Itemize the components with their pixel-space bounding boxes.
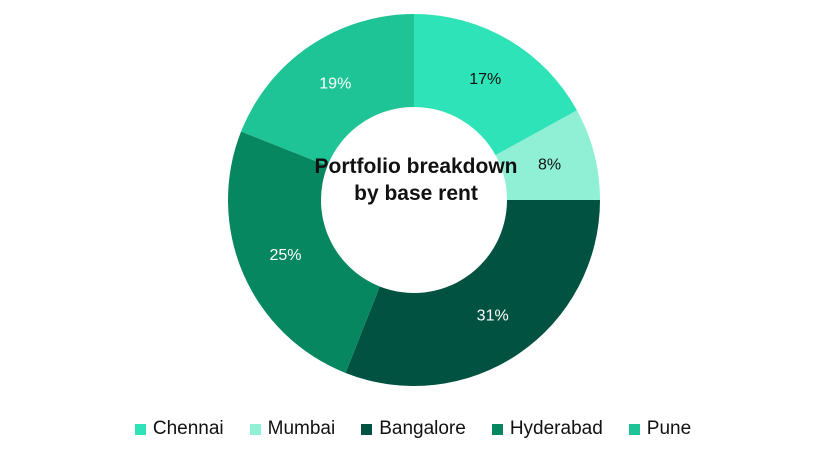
slice-label-bangalore: 31% [477, 307, 509, 324]
legend: Chennai Mumbai Bangalore Hyderabad Pune [0, 418, 826, 440]
chart-title: Portfolio breakdown by base rent [314, 155, 518, 205]
slice-pune [241, 14, 414, 166]
legend-item-bangalore: Bangalore [361, 418, 466, 440]
legend-label: Pune [646, 418, 692, 439]
legend-item-hyderabad: Hyderabad [491, 418, 603, 440]
legend-label: Bangalore [379, 418, 466, 439]
slice-mumbai [495, 110, 600, 200]
legend-label: Hyderabad [509, 418, 603, 439]
slice-bangalore [345, 200, 600, 386]
legend-item-mumbai: Mumbai [249, 418, 336, 440]
legend-label: Mumbai [267, 418, 336, 439]
legend-swatch [249, 423, 261, 435]
slice-chennai [414, 14, 577, 156]
legend-swatch [628, 423, 640, 435]
slice-label-chennai: 17% [469, 71, 501, 88]
legend-swatch [361, 423, 373, 435]
legend-label: Chennai [152, 418, 224, 439]
slice-label-hyderabad: 25% [269, 247, 301, 264]
donut-svg: 17% 8% 31% 25% 19% [227, 14, 600, 386]
slice-hyderabad [227, 131, 380, 373]
slice-label-mumbai: 8% [538, 157, 561, 174]
legend-swatch [134, 423, 146, 435]
legend-item-pune: Pune [628, 418, 692, 440]
slice-label-pune: 19% [319, 76, 351, 93]
legend-swatch [491, 423, 503, 435]
legend-item-chennai: Chennai [134, 418, 224, 440]
